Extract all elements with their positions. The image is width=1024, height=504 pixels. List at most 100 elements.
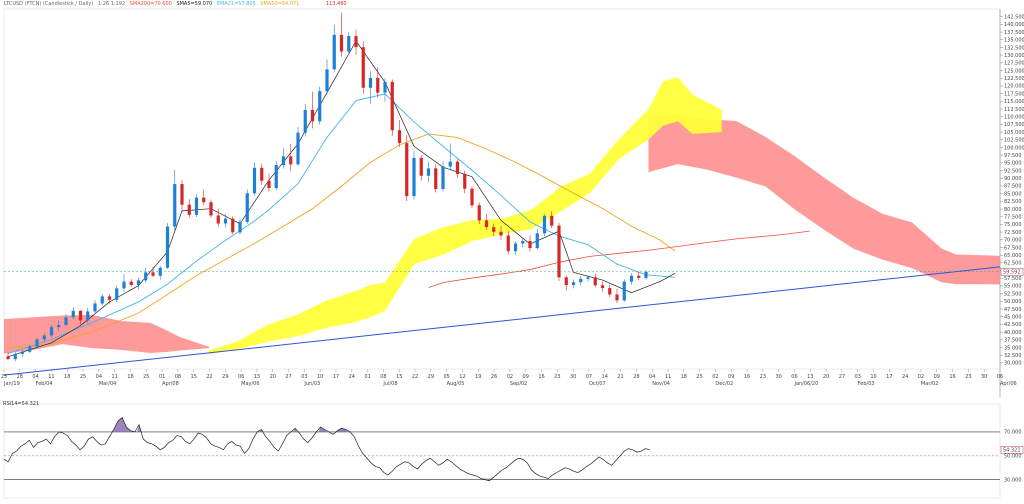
y-tick-label: 120.000 [1004, 84, 1024, 90]
x-tick-label: 24 [902, 374, 908, 380]
x-tick-label: 06 [997, 374, 1003, 380]
candle-body [397, 130, 402, 144]
y-tick-label: 40.000 [1004, 330, 1022, 336]
rsi-label: RSI14=54.321 [3, 401, 40, 407]
x-tick-label: 28 [633, 374, 639, 380]
x-tick-label: 18 [681, 374, 687, 380]
y-tick-label: 70.000 [1004, 238, 1022, 244]
y-tick-label: 47.500 [1004, 307, 1022, 313]
x-tick-label: 12 [459, 374, 465, 380]
x-tick-label: 17 [886, 374, 892, 380]
price-panel [3, 8, 1001, 370]
chart-header: LTCUSD (FTCN) (Candlestick / Daily) 1:26… [4, 1, 350, 7]
candle-body [441, 166, 445, 189]
candle-body [252, 167, 257, 194]
x-tick-label: 30 [981, 374, 987, 380]
ema21-label: EMA21=57.805 [216, 1, 256, 7]
x-tick-label: 07 [586, 374, 592, 380]
x-tick-label: 05 [443, 374, 449, 380]
x-tick-label: 29 [428, 374, 434, 380]
sma200-line [428, 230, 810, 288]
y-tick-label: 137.500 [1004, 30, 1024, 36]
candle-body [448, 161, 452, 167]
x-month-label: Jan/06/20 [793, 381, 818, 387]
sma50-label: SMA50=64.071 [260, 1, 300, 7]
rsi-value-tag-text: 54.321 [1003, 448, 1021, 454]
x-tick-label: 17 [333, 374, 339, 380]
x-tick-label: 09 [728, 374, 734, 380]
candle-body [165, 226, 170, 268]
candle-body [470, 188, 474, 206]
x-tick-label: 08 [175, 374, 181, 380]
y-tick-label: 142.500 [1004, 14, 1024, 20]
candle-body [622, 281, 626, 301]
x-month-label: Feb/04 [36, 381, 53, 387]
y-tick-label: 90.000 [1004, 176, 1022, 182]
y-tick-label: 57.500 [1004, 276, 1022, 282]
x-tick-label: 26 [491, 374, 497, 380]
candle-body [78, 310, 83, 321]
candle-body [535, 233, 539, 249]
x-tick-label: 06 [791, 374, 797, 380]
rsi-value-tag [1000, 446, 1024, 454]
candle-body [260, 167, 264, 181]
candle-body [426, 168, 431, 176]
y-tick-label: 37.500 [1004, 338, 1022, 344]
rsi-panel [3, 403, 1001, 499]
price-label: 113.460 [325, 1, 347, 7]
candle-body [180, 184, 184, 205]
trendline [3, 266, 1001, 376]
candle-body [550, 215, 554, 226]
candle-body [187, 204, 191, 215]
x-tick-label: 24 [349, 374, 355, 380]
candle-body [477, 205, 481, 221]
y-tick-label: 95.000 [1004, 161, 1022, 167]
y-tick-label: 67.500 [1004, 245, 1022, 251]
x-tick-label: 25 [80, 374, 86, 380]
rsi-oversold-fill [483, 478, 492, 481]
ichimoku-cloud-bull [209, 77, 722, 355]
candle-body [376, 77, 380, 93]
y-tick-label: 32.500 [1004, 353, 1022, 359]
candle-body [13, 353, 17, 360]
x-tick-label: 09 [934, 374, 940, 380]
x-tick-label: 01 [364, 374, 370, 380]
candle-body [542, 215, 547, 234]
x-tick-label: 11 [665, 374, 671, 380]
sma200-label: SMA200=70.600 [129, 1, 172, 7]
rsi-overbought-fill [137, 424, 142, 432]
candle-body [173, 184, 177, 227]
candle-body [339, 34, 344, 52]
candle-body [557, 225, 561, 278]
y-tick-label: 127.500 [1004, 61, 1024, 67]
candle-body [136, 280, 141, 285]
x-tick-label: 02 [507, 374, 513, 380]
rsi-line [3, 416, 650, 482]
x-tick-label: 20 [823, 374, 829, 380]
y-tick-label: 105.000 [1004, 130, 1024, 136]
x-tick-label: 11 [111, 374, 117, 380]
x-month-label: Apr/08 [162, 381, 179, 387]
candle-body [35, 339, 39, 347]
x-tick-label: 23 [760, 374, 766, 380]
y-tick-label: 52.500 [1004, 291, 1022, 297]
candle-body [318, 91, 322, 122]
candle-body [42, 335, 46, 340]
candle-body [506, 235, 510, 252]
x-tick-label: 02 [712, 374, 718, 380]
candle-body [615, 294, 619, 301]
y-tick-label: 122.500 [1004, 76, 1024, 82]
candle-body [629, 275, 634, 282]
candle-body [528, 241, 532, 249]
candle-body [390, 81, 394, 131]
y-tick-label: 30.000 [1004, 361, 1022, 367]
y-tick-label: 115.000 [1004, 99, 1024, 105]
candle-body [93, 303, 97, 312]
x-tick-label: 14 [602, 374, 608, 380]
symbol-label: LTCUSD (FTCN) (Candlestick / Daily) [4, 1, 94, 7]
y-tick-label: 85.000 [1004, 191, 1022, 197]
y-tick-label: 75.000 [1004, 222, 1022, 228]
candle-body [593, 277, 597, 286]
y-tick-label: 132.500 [1004, 45, 1024, 51]
